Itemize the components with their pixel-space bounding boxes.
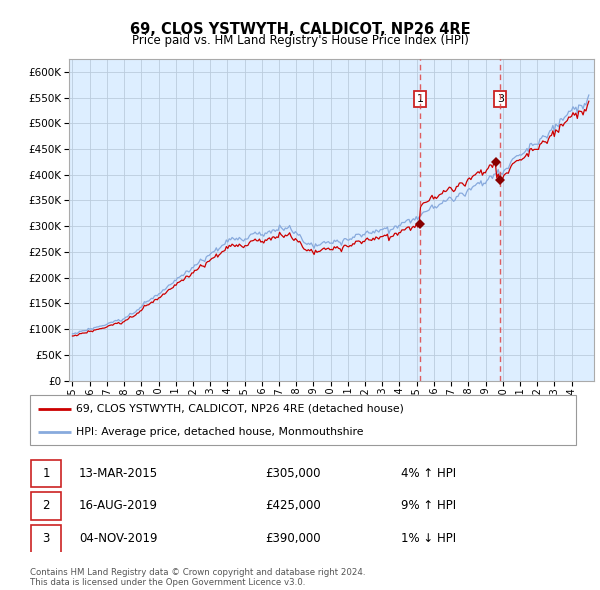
Text: 1% ↓ HPI: 1% ↓ HPI <box>401 533 457 546</box>
Text: 04-NOV-2019: 04-NOV-2019 <box>79 533 158 546</box>
Bar <box>420 59 500 381</box>
Text: 69, CLOS YSTWYTH, CALDICOT, NP26 4RE (detached house): 69, CLOS YSTWYTH, CALDICOT, NP26 4RE (de… <box>76 404 404 414</box>
Text: 9% ↑ HPI: 9% ↑ HPI <box>401 499 457 512</box>
Text: Contains HM Land Registry data © Crown copyright and database right 2024.
This d: Contains HM Land Registry data © Crown c… <box>30 568 365 587</box>
Bar <box>31 460 61 487</box>
Text: £390,000: £390,000 <box>265 533 320 546</box>
Text: 69, CLOS YSTWYTH, CALDICOT, NP26 4RE: 69, CLOS YSTWYTH, CALDICOT, NP26 4RE <box>130 22 470 37</box>
Text: 16-AUG-2019: 16-AUG-2019 <box>79 499 158 512</box>
Text: 1: 1 <box>43 467 50 480</box>
Text: HPI: Average price, detached house, Monmouthshire: HPI: Average price, detached house, Monm… <box>76 427 364 437</box>
Text: 4% ↑ HPI: 4% ↑ HPI <box>401 467 457 480</box>
Text: 2: 2 <box>43 499 50 512</box>
Bar <box>31 492 61 520</box>
Bar <box>31 525 61 553</box>
Text: Price paid vs. HM Land Registry's House Price Index (HPI): Price paid vs. HM Land Registry's House … <box>131 34 469 47</box>
Text: 13-MAR-2015: 13-MAR-2015 <box>79 467 158 480</box>
Text: 1: 1 <box>416 94 424 104</box>
Text: 3: 3 <box>497 94 503 104</box>
Text: £305,000: £305,000 <box>265 467 320 480</box>
Text: £425,000: £425,000 <box>265 499 320 512</box>
Text: 3: 3 <box>43 533 50 546</box>
